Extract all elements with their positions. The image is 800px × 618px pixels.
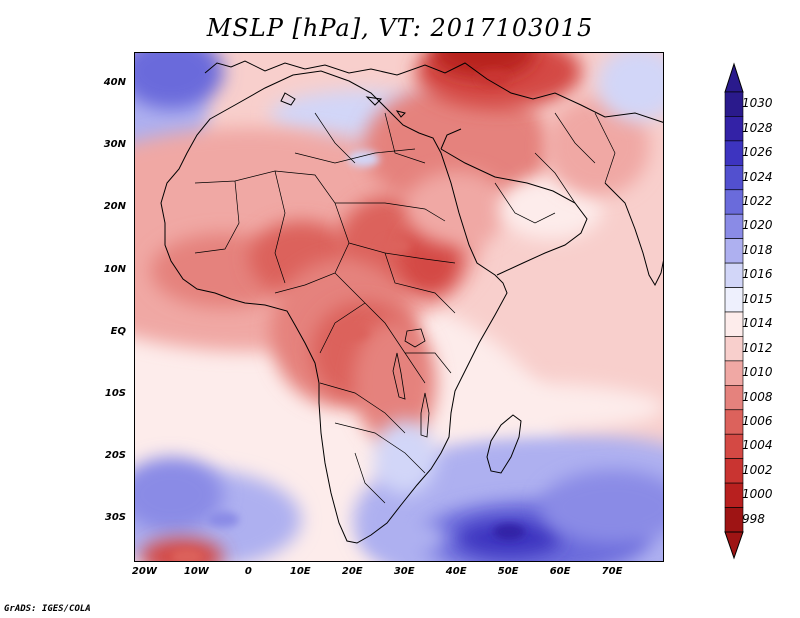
pressure-feature	[493, 523, 526, 540]
latitude-tick-label: 20S	[104, 450, 126, 462]
longitude-tick-label: 10E	[289, 566, 311, 577]
madagascar-coastline	[486, 414, 522, 474]
pressure-field-map	[135, 53, 663, 561]
longitude-tick-label: 60E	[549, 566, 571, 577]
pressure-feature	[477, 69, 510, 86]
colorbar-level-label: 1010	[742, 365, 773, 380]
longitude-tick-label: 0	[244, 566, 252, 577]
colorbar-level-label: 1018	[742, 242, 773, 257]
credit-label: GrADS: IGES/COLA	[4, 604, 91, 614]
pressure-region	[363, 519, 447, 557]
latitude-tick-label: EQ	[110, 325, 126, 337]
colorbar-level-label: 1006	[742, 414, 773, 428]
longitude-tick-label: 70E	[601, 566, 623, 577]
colorbar-segment	[724, 287, 744, 313]
latitude-tick-label: 40N	[103, 77, 126, 89]
pressure-region	[498, 177, 603, 240]
longitude-tick-label: 30E	[393, 566, 415, 577]
longitude-tick-label: 10W	[183, 566, 209, 577]
latitude-tick-label: 30N	[103, 139, 126, 151]
colorbar-segment	[724, 507, 744, 533]
pressure-region	[363, 84, 551, 209]
longitude-tick-label: 20W	[131, 566, 157, 577]
colorbar-segment	[724, 311, 744, 337]
colorbar-level-label: 1026	[742, 145, 773, 160]
colorbar-level-label: 1024	[742, 169, 773, 184]
pressure-region	[353, 320, 437, 445]
colorbar-segment	[724, 189, 744, 215]
colorbar-level-label: 1012	[742, 340, 773, 355]
lake-victoria	[404, 328, 426, 348]
chart-title: MSLP [hPa], VT: 2017103015	[206, 14, 594, 42]
pressure-feature	[347, 150, 380, 167]
lake-tanganyika	[392, 352, 406, 400]
country-borders	[194, 112, 616, 504]
pressure-field	[135, 53, 663, 561]
colorbar-level-label: 1000	[742, 487, 773, 502]
longitude-tick-label: 20E	[341, 566, 363, 577]
colorbar-level-label: 1030	[742, 96, 773, 111]
map-plot-area	[134, 52, 664, 562]
colorbar-level-label: 1004	[742, 438, 773, 453]
colorbar-segment	[724, 433, 744, 459]
colorbar-segment	[724, 482, 744, 508]
pressure-feature	[207, 511, 240, 528]
colorbar-level-label: 1028	[742, 120, 773, 135]
longitude-tick-label: 50E	[497, 566, 519, 577]
latitude-tick-label: 30S	[104, 512, 126, 524]
europe-coastline	[204, 60, 663, 123]
colorbar-segment	[724, 116, 744, 142]
colorbar-level-label: 1008	[742, 389, 773, 404]
pressure-region	[135, 53, 224, 109]
africa-coastline	[160, 70, 508, 544]
lake-malawi	[420, 392, 430, 438]
pressure-region	[431, 53, 536, 78]
colorbar-segment	[724, 140, 744, 166]
colorbar-level-label: 1022	[742, 194, 773, 208]
colorbar-segment	[724, 165, 744, 191]
colorbar-level-label: 1015	[742, 291, 773, 306]
colorbar	[724, 62, 744, 560]
colorbar-level-label: 1016	[742, 267, 773, 282]
pressure-feature	[378, 237, 411, 254]
colorbar-level-label: 1014	[742, 316, 773, 331]
pressure-region	[374, 420, 437, 495]
coastlines-borders	[160, 60, 663, 544]
colorbar-segment	[724, 360, 744, 386]
latitude-tick-label: 10S	[104, 388, 126, 400]
pressure-feature	[337, 324, 370, 341]
pressure-region	[405, 171, 510, 246]
colorbar-segment	[724, 409, 744, 435]
colorbar-segment	[724, 213, 744, 239]
latitude-tick-label: 20N	[103, 201, 126, 213]
colorbar-level-label: 1002	[742, 462, 773, 477]
colorbar-segment	[724, 91, 744, 117]
colorbar-segment	[724, 458, 744, 484]
pressure-feature	[171, 548, 203, 561]
colorbar-level-label: 998	[742, 511, 765, 526]
colorbar-segment	[724, 262, 744, 288]
latitude-tick-label: 10N	[103, 263, 126, 275]
colorbar-min-arrow	[724, 531, 744, 560]
arabia-coastline	[440, 128, 588, 276]
colorbar-segment	[724, 384, 744, 410]
colorbar-segment	[724, 336, 744, 362]
pressure-region	[135, 457, 224, 532]
colorbar-segment	[724, 238, 744, 264]
colorbar-max-arrow	[724, 62, 744, 93]
longitude-tick-label: 40E	[445, 566, 467, 577]
colorbar-level-label: 1020	[742, 218, 773, 233]
india-coastline	[604, 182, 663, 287]
mediterranean-islands	[280, 92, 406, 118]
pressure-region	[540, 469, 663, 545]
pressure-region	[597, 53, 663, 122]
pressure-region	[545, 96, 650, 197]
